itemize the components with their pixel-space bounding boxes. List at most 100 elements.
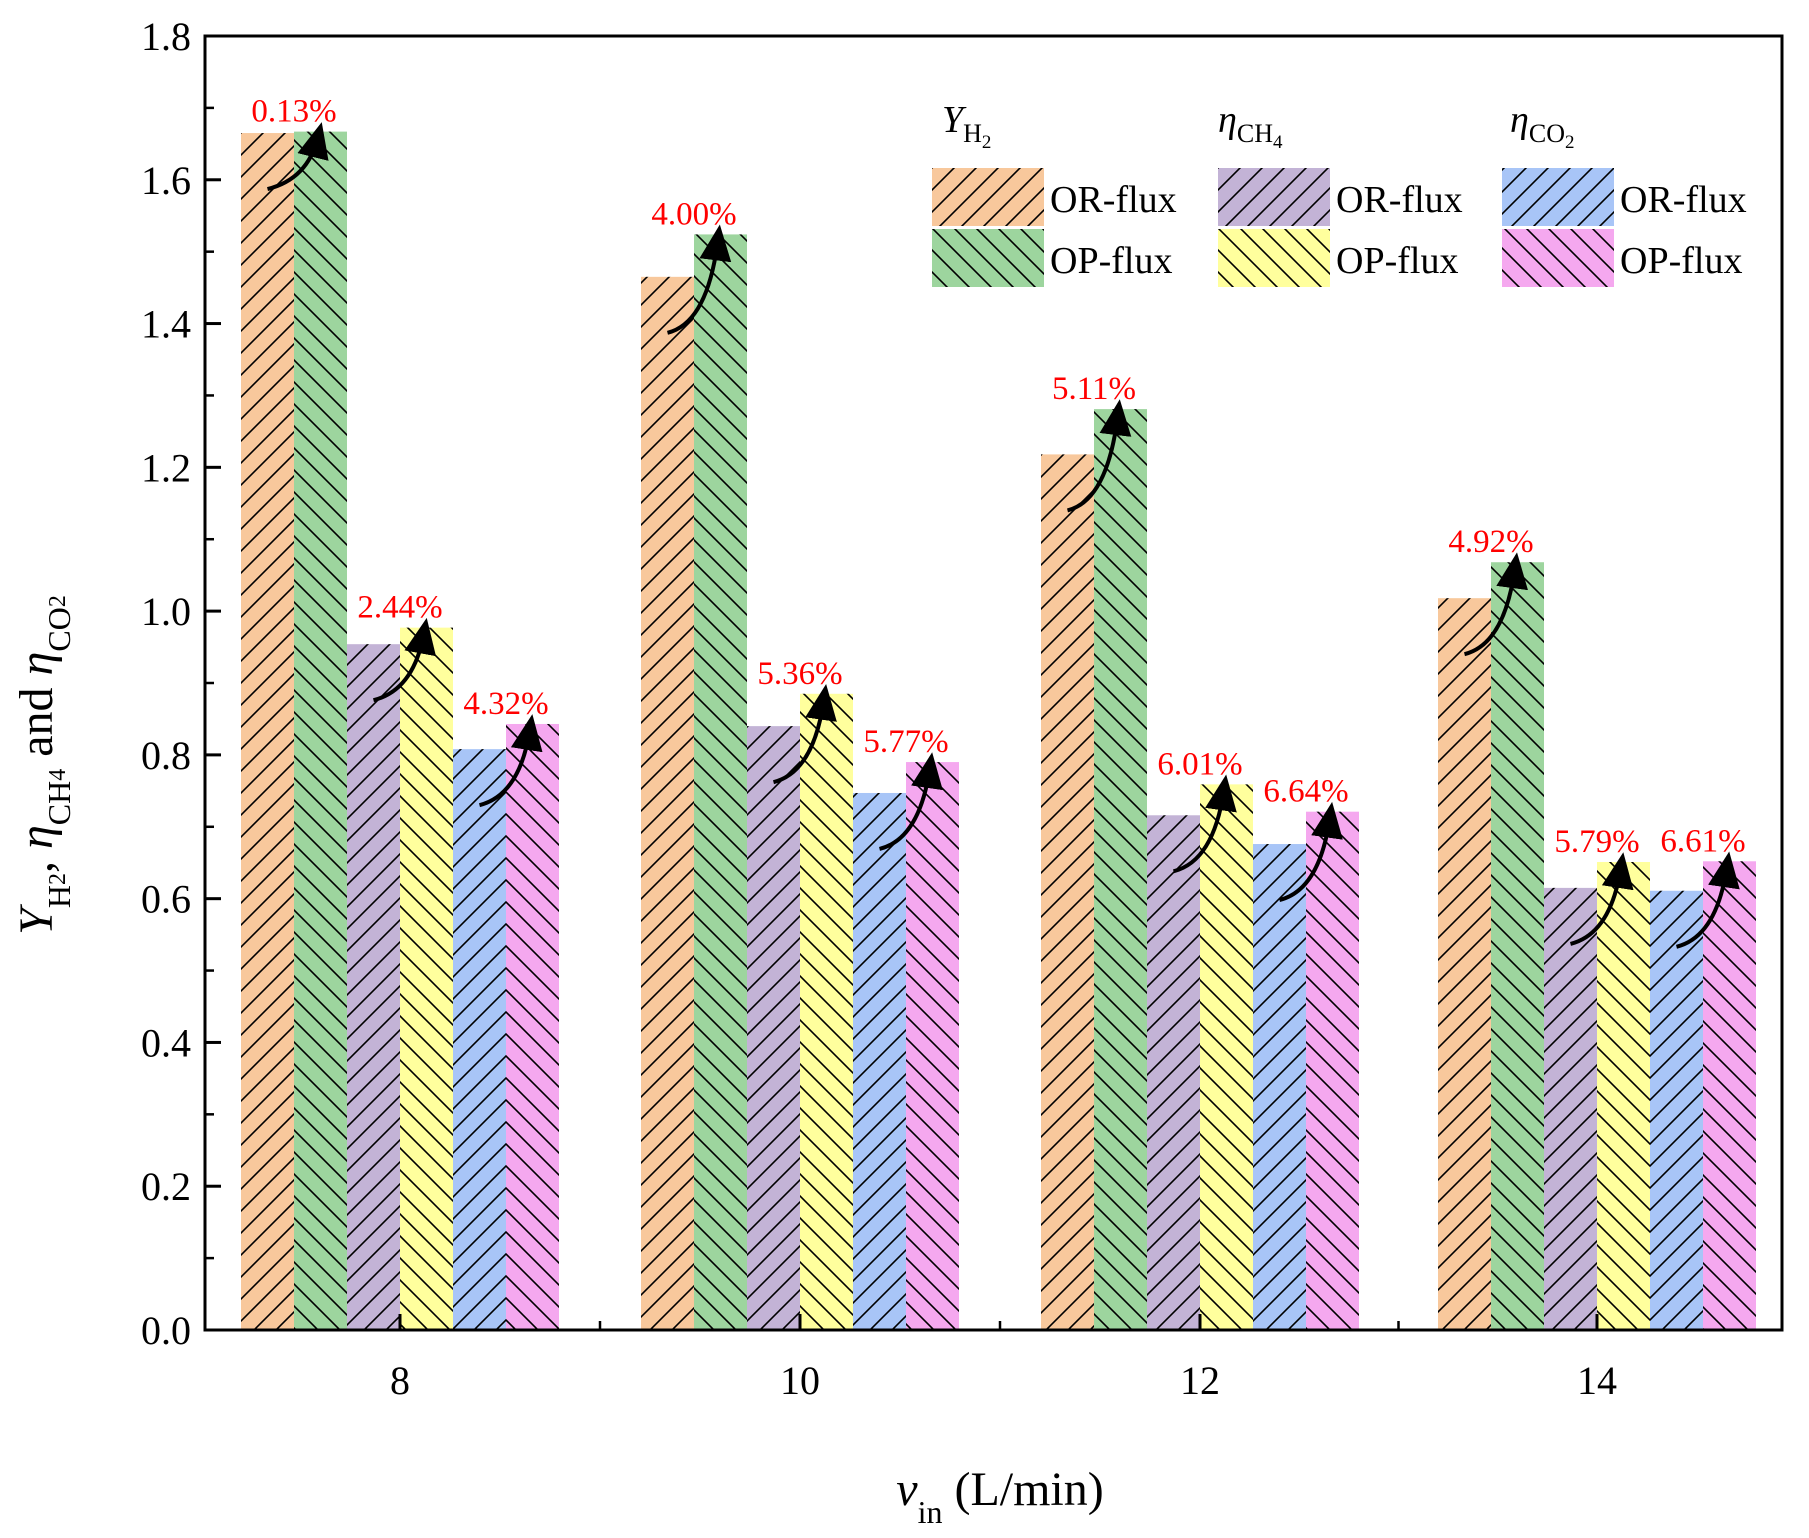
y-tick-label: 1.4: [141, 302, 191, 347]
legend-swatch-0: [932, 168, 1044, 226]
legend-swatch-1: [932, 229, 1044, 287]
bar-hatch: [1703, 861, 1756, 1330]
y-axis-title: YH2, ηCH4 and ηCO2: [10, 595, 77, 935]
legend-group-co2: ηCO2: [1510, 99, 1574, 153]
increase-arrow: [266, 122, 329, 191]
y-tick-label: 0.4: [141, 1020, 191, 1065]
bar-hatch: [1094, 409, 1147, 1330]
legend-swatch-2: [1218, 168, 1330, 226]
bar-hatch: [1597, 862, 1650, 1330]
bar-hatch: [906, 762, 959, 1330]
legend-label: OP-flux: [1620, 240, 1742, 282]
bar-hatch: [1491, 562, 1544, 1330]
y-tick-label: 0.0: [141, 1308, 191, 1353]
increase-arrow: [1463, 552, 1528, 657]
y-tick-label: 0.2: [141, 1164, 191, 1209]
bar-8-5: [506, 723, 559, 1330]
increase-arrow: [478, 714, 543, 808]
increase-arrow: [772, 683, 837, 785]
bar-12-0: [1041, 454, 1094, 1331]
bar-14-3: [1597, 862, 1650, 1330]
bar-12-1: [1094, 409, 1147, 1330]
bar-10-5: [906, 762, 959, 1330]
bar-hatch: [1200, 784, 1253, 1330]
bar-8-3: [400, 627, 453, 1330]
legend-swatch-3: [1218, 229, 1330, 287]
bar-hatch: [747, 726, 800, 1330]
legend-label: OP-flux: [1050, 240, 1172, 282]
bar-hatch: [453, 749, 506, 1330]
bar-hatch: [853, 792, 906, 1330]
legend-swatch-hatch: [1218, 168, 1330, 226]
percent-label: 0.13%: [251, 94, 336, 130]
percent-label: 5.77%: [863, 724, 948, 760]
x-tick-label: 12: [1180, 1358, 1220, 1403]
bar-hatch: [1544, 887, 1597, 1330]
y-tick-label: 1.8: [141, 14, 191, 59]
increase-arrow: [1172, 774, 1237, 874]
bar-10-3: [800, 693, 853, 1330]
increase-arrow: [878, 752, 943, 851]
legend-swatch-4: [1502, 168, 1614, 226]
legend-label: OR-flux: [1050, 179, 1177, 221]
bar-hatch: [241, 133, 294, 1330]
bar-10-4: [853, 792, 906, 1330]
percent-label: 4.92%: [1448, 524, 1533, 560]
legend-label: OR-flux: [1336, 179, 1463, 221]
increase-arrow: [1569, 852, 1634, 946]
increase-arrow: [1278, 801, 1343, 902]
bar-hatch: [347, 644, 400, 1330]
bar-hatch: [1650, 890, 1703, 1330]
percent-label: 5.36%: [757, 656, 842, 692]
legend-group-ch4: ηCH4: [1218, 99, 1283, 153]
x-tick-label: 8: [390, 1358, 410, 1403]
bar-10-0: [641, 276, 694, 1331]
x-axis-title: vin (L/min): [896, 1463, 1104, 1530]
legend-swatch-hatch: [932, 168, 1044, 226]
bar-10-2: [747, 726, 800, 1330]
legend: YH2 ηCH4 ηCO2 OR-flux OP-flux OR-flux OP-fl…: [932, 99, 1747, 287]
percent-label: 6.64%: [1263, 774, 1348, 810]
bar-hatch: [400, 627, 453, 1330]
bar-hatch: [294, 131, 347, 1331]
y-tick-label: 0.6: [141, 877, 191, 922]
bar-8-0: [241, 133, 294, 1330]
x-tick-label: 14: [1577, 1358, 1617, 1403]
bar-12-4: [1253, 844, 1306, 1330]
bar-14-0: [1438, 598, 1491, 1330]
bar-14-2: [1544, 887, 1597, 1330]
bar-hatch: [506, 723, 559, 1330]
bar-hatch: [1147, 815, 1200, 1330]
bar-12-2: [1147, 815, 1200, 1330]
increase-arrow: [666, 224, 732, 335]
bar-hatch: [1438, 598, 1491, 1330]
legend-group-yh2: YH2: [942, 99, 991, 153]
percent-label: 6.01%: [1157, 746, 1242, 782]
bar-hatch: [641, 276, 694, 1331]
percent-label: 4.00%: [651, 196, 736, 232]
legend-swatch-hatch: [1502, 168, 1614, 226]
bar-10-1: [694, 234, 747, 1330]
y-tick-label: 1.2: [141, 445, 191, 490]
plot-area: 0.13% 2.44% 4.32% 4.00% 5.36% 5.77% 5.11% 6.01%…: [141, 14, 1784, 1403]
percent-label: 2.44%: [357, 590, 442, 626]
y-tick-label: 1.6: [141, 158, 191, 203]
bar-hatch: [694, 234, 747, 1330]
bar-hatch: [800, 693, 853, 1330]
percent-label: 5.79%: [1554, 824, 1639, 860]
bar-8-2: [347, 644, 400, 1330]
bar-14-4: [1650, 890, 1703, 1330]
legend-swatch-hatch: [1218, 229, 1330, 287]
percent-label: 5.11%: [1052, 371, 1136, 407]
y-tick-label: 1.0: [141, 589, 191, 634]
increase-arrow: [372, 617, 436, 703]
bar-14-1: [1491, 562, 1544, 1330]
x-tick-label: 10: [780, 1358, 820, 1403]
percent-label: 6.61%: [1660, 823, 1745, 859]
legend-label: OP-flux: [1336, 240, 1458, 282]
legend-swatch-hatch: [932, 229, 1044, 287]
bar-12-5: [1306, 811, 1359, 1330]
bar-12-3: [1200, 784, 1253, 1330]
legend-swatch-hatch: [1502, 229, 1614, 287]
